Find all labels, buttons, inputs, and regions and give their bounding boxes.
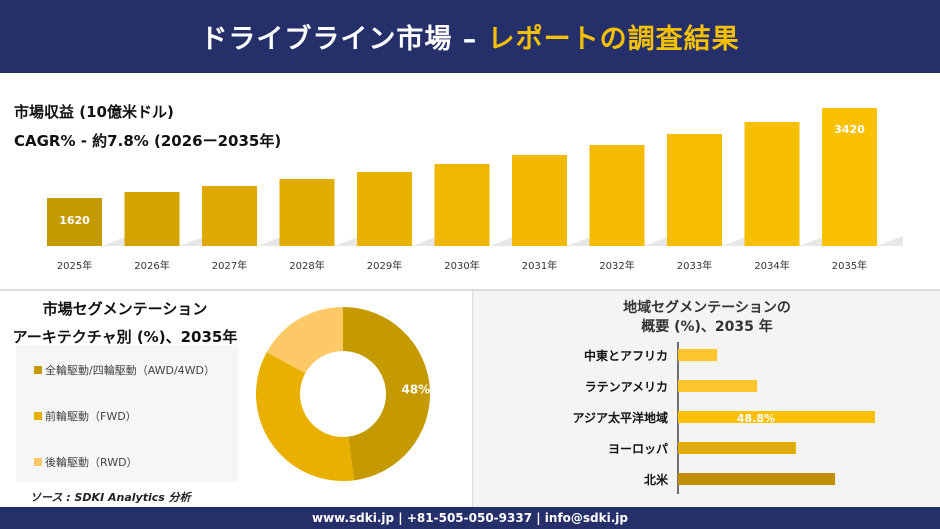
x-tick-label: 2025年 <box>57 259 92 272</box>
x-tick-label: 2031年 <box>522 259 557 272</box>
bar-shadow <box>799 236 826 246</box>
revenue-bar <box>589 145 645 246</box>
legend-item-rwd: 後輪駆動（RWD） <box>34 454 138 470</box>
data-label: 3420 <box>834 123 865 136</box>
revenue-bar <box>434 164 490 246</box>
region-subtitle: 概要 (%)、2035 年 <box>641 319 773 335</box>
architecture-donut-chart: 48% <box>255 307 430 481</box>
donut-slice <box>255 352 354 481</box>
revenue-bar <box>202 186 257 246</box>
region-bar <box>678 473 836 485</box>
bar-shadow <box>567 236 593 246</box>
cagr-text: CAGR% - 約7.8% (2026ー2035年) <box>14 132 282 150</box>
bar-shadow <box>722 236 748 246</box>
region-bar <box>678 411 875 423</box>
segment-subtitle: アーキテクチャ別 (%)、2035年 <box>12 328 238 346</box>
legend-swatch <box>34 366 42 374</box>
revenue-bar <box>47 198 102 246</box>
donut-slice <box>343 307 430 481</box>
y-tick-label: 北米 <box>644 472 669 487</box>
revenue-bar <box>512 155 567 246</box>
bar-shadow <box>334 236 361 246</box>
x-tick-label: 2032年 <box>599 259 634 272</box>
revenue-bar <box>744 122 800 246</box>
revenue-bar <box>279 179 335 246</box>
x-tick-label: 2026年 <box>134 259 169 272</box>
bar-shadow <box>877 236 903 246</box>
title-accent: レポートの調査結果 <box>487 24 740 55</box>
legend-item-fwd: 前輪駆動（FWD） <box>34 408 137 424</box>
legend-label: 全輪駆動/四輪駆動（AWD/4WD） <box>45 364 216 377</box>
y-tick-label: 中東とアフリカ <box>584 348 668 363</box>
x-tick-label: 2027年 <box>212 259 247 272</box>
revenue-bar-chart: 2025年 1620 2026年 2027年 2028年 2029年 2030年 2031年 2… <box>47 108 903 272</box>
title-main: ドライブライン市場 – <box>200 24 478 55</box>
data-label: 1620 <box>59 214 90 227</box>
region-title: 地域セグメンテーションの <box>623 300 791 316</box>
legend-label: 後輪駆動（RWD） <box>45 456 138 469</box>
region-panel: 地域セグメンテーションの 概要 (%)、2035 年 中東とアフリカ ラテンアメリ… <box>472 291 940 507</box>
region-bar <box>678 442 796 454</box>
legend-label: 前輪駆動（FWD） <box>45 410 137 423</box>
x-tick-label: 2033年 <box>677 259 712 272</box>
bar-shadow <box>412 236 438 246</box>
donut-slice <box>266 307 343 374</box>
bar-shadow <box>102 236 128 246</box>
report-title: ドライブライン市場 – レポートの調査結果 <box>0 0 940 73</box>
y-tick-label: ラテンアメリカ <box>585 380 668 394</box>
legend-swatch <box>34 458 42 466</box>
bar-shadow <box>179 236 206 246</box>
revenue-title: 市場収益 (10億米ドル) <box>14 103 174 121</box>
revenue-bar <box>124 192 180 246</box>
revenue-bar <box>357 172 412 246</box>
revenue-bar <box>822 108 877 246</box>
legend-swatch <box>34 412 42 420</box>
footer-contact: www.sdki.jp | +81-505-050-9337 | info@sd… <box>0 507 940 529</box>
region-bar <box>678 380 758 392</box>
data-label: 48% <box>401 383 430 397</box>
y-tick-label: ヨーロッパ <box>608 442 668 456</box>
bar-shadow <box>257 236 283 246</box>
revenue-bar <box>667 134 722 246</box>
segment-title: 市場セグメンテーション <box>42 300 208 318</box>
y-tick-label: アジア太平洋地域 <box>572 410 668 425</box>
x-tick-label: 2035年 <box>832 259 867 272</box>
x-tick-label: 2029年 <box>367 259 402 272</box>
legend-item-awd: 全輪駆動/四輪駆動（AWD/4WD） <box>34 362 215 378</box>
section-divider <box>0 289 940 291</box>
x-tick-label: 2028年 <box>289 259 324 272</box>
source-note: ソース : SDKI Analytics 分析 <box>30 491 191 504</box>
bar-shadow <box>489 236 516 246</box>
donut-legend: 全輪駆動/四輪駆動（AWD/4WD） 前輪駆動（FWD） 後輪駆動（RWD） <box>16 345 238 482</box>
x-tick-label: 2030年 <box>444 259 479 272</box>
x-tick-label: 2034年 <box>754 259 789 272</box>
bar-shadow <box>644 236 671 246</box>
data-label: 48.8% <box>737 412 775 425</box>
region-bar <box>678 349 718 361</box>
